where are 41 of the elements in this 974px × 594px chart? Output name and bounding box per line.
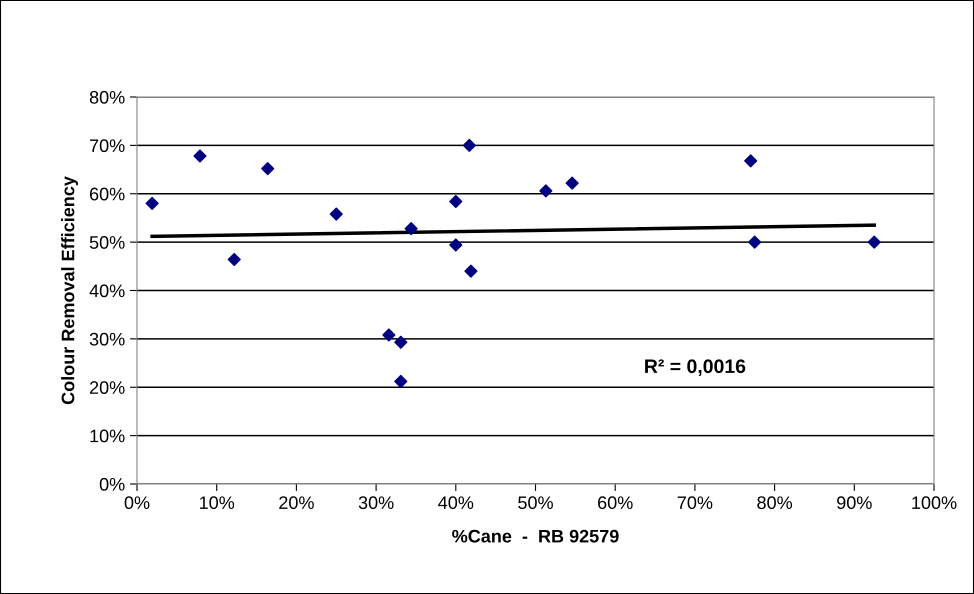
y-tick-label: 30% [90,332,125,346]
x-tick-label: 90% [837,496,872,510]
point [449,238,462,252]
y-tick-label: 50% [90,236,125,249]
point [462,138,476,152]
y-tick-label: 80% [90,90,125,104]
x-tick-label: 30% [358,496,394,510]
y-tick-label: 60% [90,188,125,200]
point [449,194,462,208]
point [748,236,762,249]
x-tick-label: 60% [598,496,633,510]
point [261,162,274,176]
y-tick-label: 20% [90,381,125,394]
x-tick-label: 10% [200,496,234,510]
point [382,328,396,342]
y-tick-label: 10% [90,430,125,442]
point [868,236,881,249]
x-tick-label: 100% [912,496,956,510]
x-tick-label: 40% [438,496,474,510]
y-tick-label: 70% [90,139,125,152]
point [228,252,241,266]
x-axis-title: %Cane - RB 92579 [452,530,619,543]
point [404,222,418,236]
y-axis-title: Colour Removal Efficiency [61,176,78,404]
y-tick-label: 40% [89,284,125,298]
point [330,207,343,221]
point [146,196,159,210]
x-tick-label: 20% [279,496,314,510]
point [394,374,408,388]
point [464,264,478,278]
x-tick-label: 80% [757,496,792,510]
y-tick-label: 0% [100,478,125,491]
x-tick-label: 50% [518,496,553,510]
annotation: R² = 0,0016 [645,359,746,376]
x-tick-label: 0% [124,496,150,510]
point [394,336,408,349]
point [744,154,758,168]
point [193,149,207,163]
point [566,176,579,190]
point [539,184,552,198]
x-tick-label: 70% [678,496,712,510]
